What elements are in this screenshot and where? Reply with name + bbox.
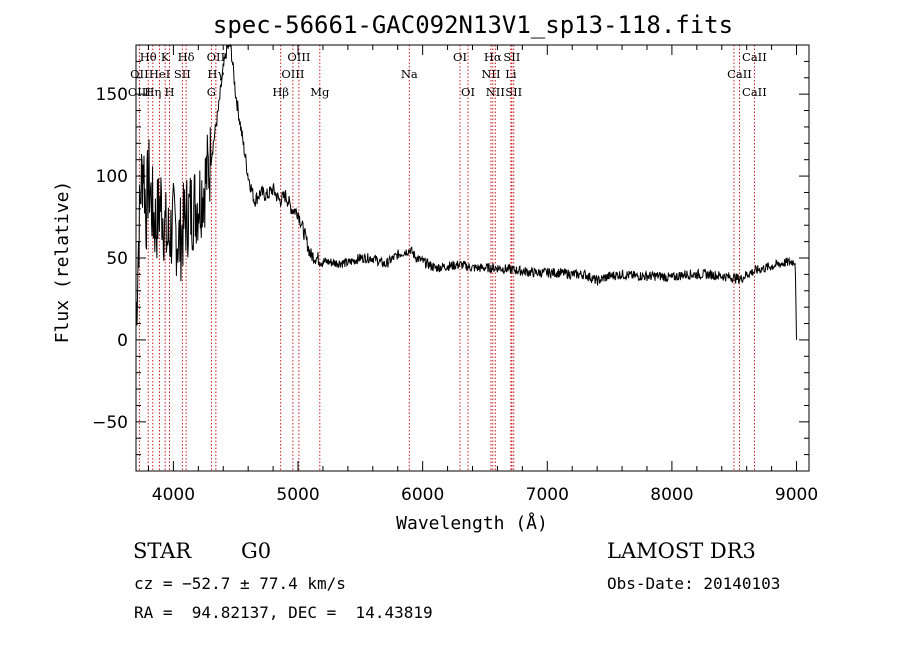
line-label: OII bbox=[207, 50, 226, 64]
x-axis-label: Wavelength (Å) bbox=[396, 512, 548, 534]
line-label: CaII bbox=[742, 85, 767, 99]
spectrum-line bbox=[135, 43, 797, 340]
y-tick-label: 150 bbox=[96, 85, 128, 105]
chart-title: spec-56661-GAC092N13V1_sp13-118.fits bbox=[213, 11, 733, 39]
redshift-cz: cz = −52.7 ± 77.4 km/s bbox=[134, 574, 346, 593]
line-label: SII bbox=[503, 50, 520, 64]
line-label: OI bbox=[453, 50, 467, 64]
object-class: STAR bbox=[133, 539, 192, 563]
line-label: Na bbox=[401, 67, 418, 81]
line-label: Hθ bbox=[140, 50, 157, 64]
line-label: K bbox=[161, 50, 170, 64]
line-label: Hα bbox=[484, 50, 502, 64]
line-label: G bbox=[207, 85, 216, 99]
line-label: Hβ bbox=[272, 85, 289, 99]
x-tick-label: 6000 bbox=[401, 485, 444, 505]
x-tick-label: 5000 bbox=[276, 485, 319, 505]
line-label: Hη bbox=[144, 85, 161, 99]
line-markers bbox=[138, 45, 755, 471]
line-label: NII bbox=[481, 67, 500, 81]
x-tick-label: 9000 bbox=[775, 485, 818, 505]
line-label: OIII bbox=[287, 50, 310, 64]
line-label: Mg bbox=[310, 85, 330, 99]
line-label: OII bbox=[130, 67, 149, 81]
x-axis: 4000 5000 6000 7000 8000 9000 bbox=[147, 45, 818, 505]
line-label: SII bbox=[174, 67, 191, 81]
line-label: OI bbox=[461, 85, 475, 99]
line-label: CaII bbox=[742, 50, 767, 64]
survey-name: LAMOST DR3 bbox=[607, 539, 756, 563]
line-label: H bbox=[165, 85, 175, 99]
y-tick-label: 0 bbox=[117, 331, 128, 351]
line-label: OIII bbox=[128, 85, 151, 99]
y-tick-label: 50 bbox=[106, 249, 128, 269]
line-label: Hγ bbox=[207, 67, 224, 81]
y-tick-label: −50 bbox=[92, 413, 128, 433]
x-tick-label: 7000 bbox=[526, 485, 569, 505]
line-label: NII bbox=[486, 85, 505, 99]
y-tick-label: 100 bbox=[96, 167, 128, 187]
line-label: HeI bbox=[149, 67, 170, 81]
x-tick-label: 4000 bbox=[152, 485, 195, 505]
x-tick-label: 8000 bbox=[650, 485, 693, 505]
y-axis: −50 0 50 100 150 bbox=[92, 44, 809, 456]
line-label: SII bbox=[505, 85, 522, 99]
object-subclass: G0 bbox=[241, 539, 272, 563]
obs-date: Obs-Date: 20140103 bbox=[607, 574, 781, 593]
line-label: Li bbox=[505, 67, 517, 81]
line-label: Hδ bbox=[178, 50, 195, 64]
line-label: CaII bbox=[727, 67, 752, 81]
ra-dec: RA = 94.82137, DEC = 14.43819 bbox=[134, 603, 433, 622]
y-axis-label: Flux (relative) bbox=[52, 181, 73, 344]
line-label: OIII bbox=[281, 67, 304, 81]
